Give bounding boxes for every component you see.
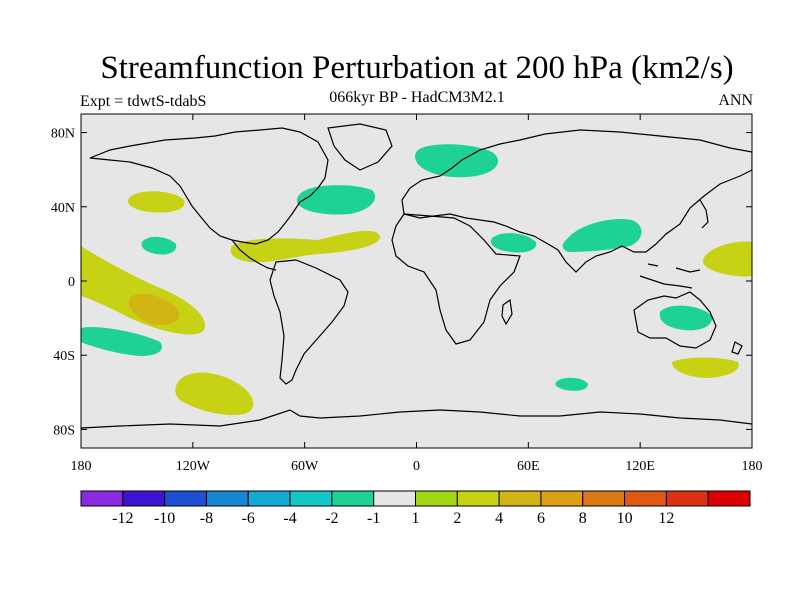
coast-new-zealand [731, 341, 743, 355]
colorbar-label: -1 [367, 510, 380, 527]
colorbar-label: -10 [154, 510, 175, 527]
anomaly-layer [81, 144, 752, 416]
colorbar: -12 -10 -8 -6 -4 -2 -1 1 2 4 6 8 10 12 [80, 490, 751, 527]
colorbar-swatch [624, 490, 667, 507]
colorbar-label: -2 [325, 510, 338, 527]
colorbar-label: -8 [200, 510, 213, 527]
colorbar-label: -12 [112, 510, 133, 527]
coast-europe-asia [401, 129, 752, 273]
colorbar-label: -4 [283, 510, 296, 527]
colorbar-swatch [707, 490, 751, 507]
colorbar-swatch [373, 490, 416, 507]
colorbar-label: 8 [579, 510, 587, 527]
anomaly-north-pacific-high [128, 191, 185, 213]
anomaly-arabia-low [490, 233, 537, 253]
colorbar-swatch [122, 490, 166, 507]
colorbar-swatch [456, 490, 500, 507]
anomaly-south-pacific-low [81, 326, 162, 356]
season-label: ANN [718, 92, 753, 109]
coast-central-america [231, 239, 277, 271]
coast-north-america [89, 127, 329, 245]
colorbar-swatch [582, 490, 626, 507]
lat-tick-label: 80S [53, 423, 75, 438]
colorbar-swatch [164, 490, 207, 507]
coast-greenland [327, 123, 393, 171]
lon-tick-label: 180 [71, 459, 92, 474]
coast-south-america [269, 259, 349, 385]
coast-africa [391, 213, 521, 345]
anomaly-southeast-pacific-high [175, 372, 254, 416]
colorbar-label: 4 [495, 510, 503, 527]
anomaly-east-pacific-low [141, 236, 177, 255]
experiment-label: Expt = tdwtS-tdabS [80, 93, 207, 110]
anomaly-australia-low [659, 305, 713, 331]
colorbar-label: 1 [412, 510, 420, 527]
colorbar-label: 12 [658, 510, 674, 527]
plot-subtitle: 066kyr BP - HadCM3M2.1 [329, 89, 505, 106]
colorbar-swatch [498, 490, 542, 507]
coast-indonesia [639, 263, 701, 289]
lat-tick-label: 0 [68, 275, 75, 290]
lon-tick-label: 60E [517, 459, 540, 474]
lon-tick-label: 60W [291, 459, 319, 474]
colorbar-swatch [205, 490, 249, 507]
colorbar-swatch [80, 490, 124, 507]
anomaly-south-asia-low [562, 218, 642, 252]
colorbar-swatch [331, 490, 375, 507]
colorbar-swatch [665, 490, 709, 507]
lat-tick-label: 40S [53, 349, 75, 364]
coastlines [81, 123, 752, 429]
coast-japan [699, 199, 709, 229]
anomaly-caribbean-high [230, 230, 381, 263]
coast-antarctica [81, 409, 752, 429]
colorbar-swatch [289, 490, 333, 507]
colorbar-swatch [540, 490, 584, 507]
anomaly-south-pacific-core [128, 293, 180, 326]
colorbar-label: -6 [242, 510, 255, 527]
colorbar-label: 2 [453, 510, 461, 527]
coast-australia [633, 291, 717, 349]
lon-tick-label: 180 [742, 459, 763, 474]
anomaly-australia-south-high [672, 357, 739, 378]
anomaly-north-atlantic-low [296, 185, 376, 215]
anomaly-west-pacific-high [703, 241, 752, 277]
anomaly-scandinavia-low [415, 144, 499, 178]
plot-title: Streamfunction Perturbation at 200 hPa (… [100, 50, 734, 86]
anomaly-indian-ocean-low [555, 377, 588, 391]
colorbar-swatch [247, 490, 291, 507]
lon-tick-label: 120W [176, 459, 211, 474]
colorbar-swatch [415, 490, 458, 507]
colorbar-label: 10 [617, 510, 633, 527]
coast-madagascar [501, 298, 513, 326]
lon-tick-label: 0 [413, 459, 420, 474]
lat-tick-label: 80N [51, 127, 75, 142]
lon-tick-label: 120E [625, 459, 655, 474]
colorbar-label: 6 [537, 510, 545, 527]
map-axes: 180 120W 60W 0 60E 120E 180 80N 40N 0 40S 80S [51, 114, 763, 474]
lat-tick-label: 40N [51, 201, 75, 216]
